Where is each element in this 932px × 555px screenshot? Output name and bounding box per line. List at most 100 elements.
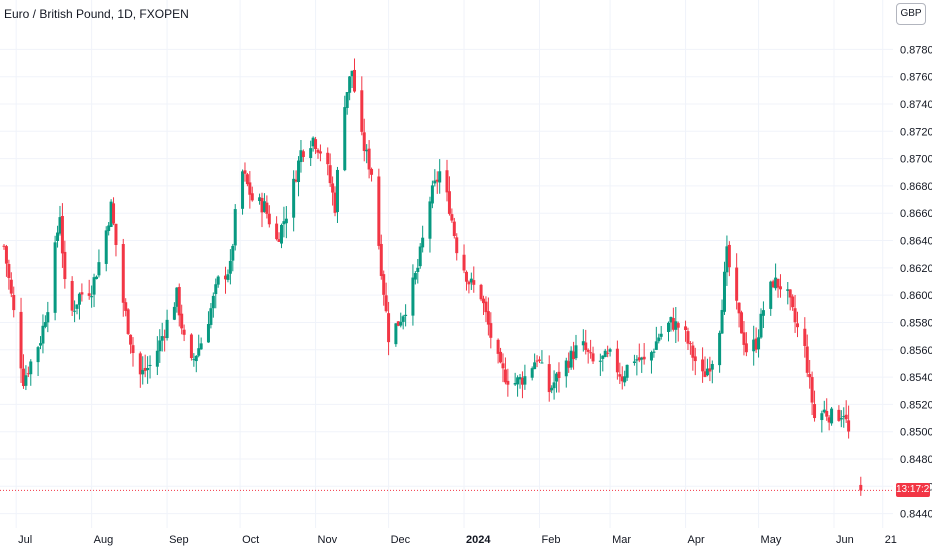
- candle-down: [265, 202, 269, 214]
- candle-up: [705, 368, 709, 376]
- candle-down: [557, 371, 561, 379]
- candle-up: [413, 273, 417, 280]
- candle-up: [569, 350, 573, 368]
- candle-down: [245, 174, 249, 185]
- candle-down: [778, 286, 782, 290]
- candle-down: [701, 359, 705, 372]
- candle-down: [727, 244, 731, 268]
- candle-up: [311, 137, 315, 147]
- candle-down: [735, 267, 739, 301]
- candle-up: [309, 148, 313, 159]
- candle-up: [842, 416, 846, 418]
- candle-up: [282, 221, 286, 225]
- candle-up: [206, 324, 210, 343]
- candle-up: [669, 317, 673, 323]
- candle-down: [314, 139, 318, 150]
- candle-down: [803, 328, 807, 346]
- candle-up: [165, 319, 169, 339]
- candle-up: [75, 304, 79, 309]
- candle-down: [80, 292, 84, 295]
- candle-down: [114, 223, 118, 245]
- candle-up: [24, 375, 28, 386]
- candle-up: [710, 363, 714, 370]
- candle-up: [761, 310, 765, 316]
- candle-up: [530, 368, 534, 378]
- candle-down: [844, 414, 848, 420]
- candle-down: [537, 359, 541, 361]
- candle-down: [520, 377, 524, 385]
- candle-down: [267, 213, 271, 225]
- candle-up: [77, 293, 81, 305]
- candle-up: [262, 201, 266, 212]
- candle-down: [7, 264, 11, 278]
- candle-up: [523, 376, 527, 385]
- candle-up: [58, 217, 62, 234]
- candle-up: [41, 325, 45, 344]
- candle-up: [830, 408, 834, 424]
- candle-up: [516, 377, 520, 385]
- candle-up: [97, 262, 101, 276]
- candle-up: [603, 350, 607, 358]
- candle-down: [250, 193, 254, 201]
- candle-down: [837, 409, 841, 421]
- candle-down: [703, 371, 707, 377]
- candle-up: [725, 246, 729, 273]
- x-tick-label: 2024: [466, 534, 491, 546]
- candle-up: [160, 336, 164, 341]
- candle-up: [297, 160, 301, 183]
- candle-down: [489, 323, 493, 338]
- candle-down: [180, 313, 184, 329]
- candle-up: [107, 225, 111, 231]
- candle-up: [404, 314, 408, 316]
- candle-up: [433, 180, 437, 184]
- candle-down: [791, 296, 795, 308]
- candle-up: [574, 345, 578, 359]
- candle-up: [109, 201, 113, 227]
- candle-down: [584, 342, 588, 351]
- candle-down: [384, 295, 388, 312]
- candle-up: [552, 382, 556, 389]
- candle-up: [720, 309, 724, 334]
- candle-up: [394, 323, 398, 345]
- candle-up: [533, 362, 537, 370]
- candle-down: [771, 281, 775, 288]
- x-tick-label: Sep: [169, 534, 189, 546]
- candle-down: [591, 353, 595, 362]
- candle-down: [9, 279, 13, 294]
- candle-up: [401, 316, 405, 322]
- currency-button[interactable]: GBP: [896, 3, 926, 25]
- candle-up: [820, 413, 824, 421]
- candle-up: [411, 277, 415, 316]
- candle-up: [759, 313, 763, 338]
- candle-up: [540, 362, 544, 364]
- candle-up: [769, 281, 773, 309]
- candle-down: [333, 192, 337, 213]
- candle-down: [452, 221, 456, 237]
- candle-down: [589, 352, 593, 354]
- chart-grid: [0, 0, 893, 528]
- candle-up: [56, 232, 60, 241]
- candle-down: [126, 309, 130, 334]
- candle-down: [387, 313, 391, 343]
- candle-up: [428, 201, 432, 239]
- candle-up: [601, 355, 605, 359]
- candle-up: [786, 289, 790, 291]
- candle-down: [63, 251, 67, 280]
- candle-down: [129, 334, 133, 345]
- candle-down: [260, 197, 264, 213]
- candle-up: [652, 351, 656, 353]
- candle-down: [615, 348, 619, 373]
- time-axis[interactable]: Jul Aug Sep Oct Nov Dec 2024 Feb Mar Apr May Jun 21: [18, 534, 897, 546]
- candle-down: [825, 410, 829, 417]
